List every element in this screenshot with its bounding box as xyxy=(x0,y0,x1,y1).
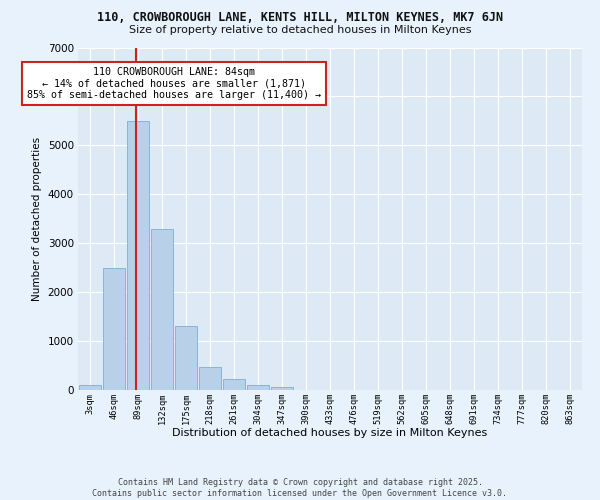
Text: Contains HM Land Registry data © Crown copyright and database right 2025.
Contai: Contains HM Land Registry data © Crown c… xyxy=(92,478,508,498)
Text: 110, CROWBOROUGH LANE, KENTS HILL, MILTON KEYNES, MK7 6JN: 110, CROWBOROUGH LANE, KENTS HILL, MILTO… xyxy=(97,11,503,24)
Bar xyxy=(175,326,197,390)
X-axis label: Distribution of detached houses by size in Milton Keynes: Distribution of detached houses by size … xyxy=(172,428,488,438)
Text: 110 CROWBOROUGH LANE: 84sqm
← 14% of detached houses are smaller (1,871)
85% of : 110 CROWBOROUGH LANE: 84sqm ← 14% of det… xyxy=(27,67,321,100)
Bar xyxy=(199,366,221,390)
Bar xyxy=(151,228,173,390)
Bar xyxy=(103,268,125,390)
Bar xyxy=(271,387,293,390)
Bar xyxy=(247,385,269,390)
Bar xyxy=(79,385,101,390)
Bar xyxy=(127,121,149,390)
Text: Size of property relative to detached houses in Milton Keynes: Size of property relative to detached ho… xyxy=(129,25,471,35)
Bar xyxy=(223,379,245,390)
Y-axis label: Number of detached properties: Number of detached properties xyxy=(32,136,42,301)
